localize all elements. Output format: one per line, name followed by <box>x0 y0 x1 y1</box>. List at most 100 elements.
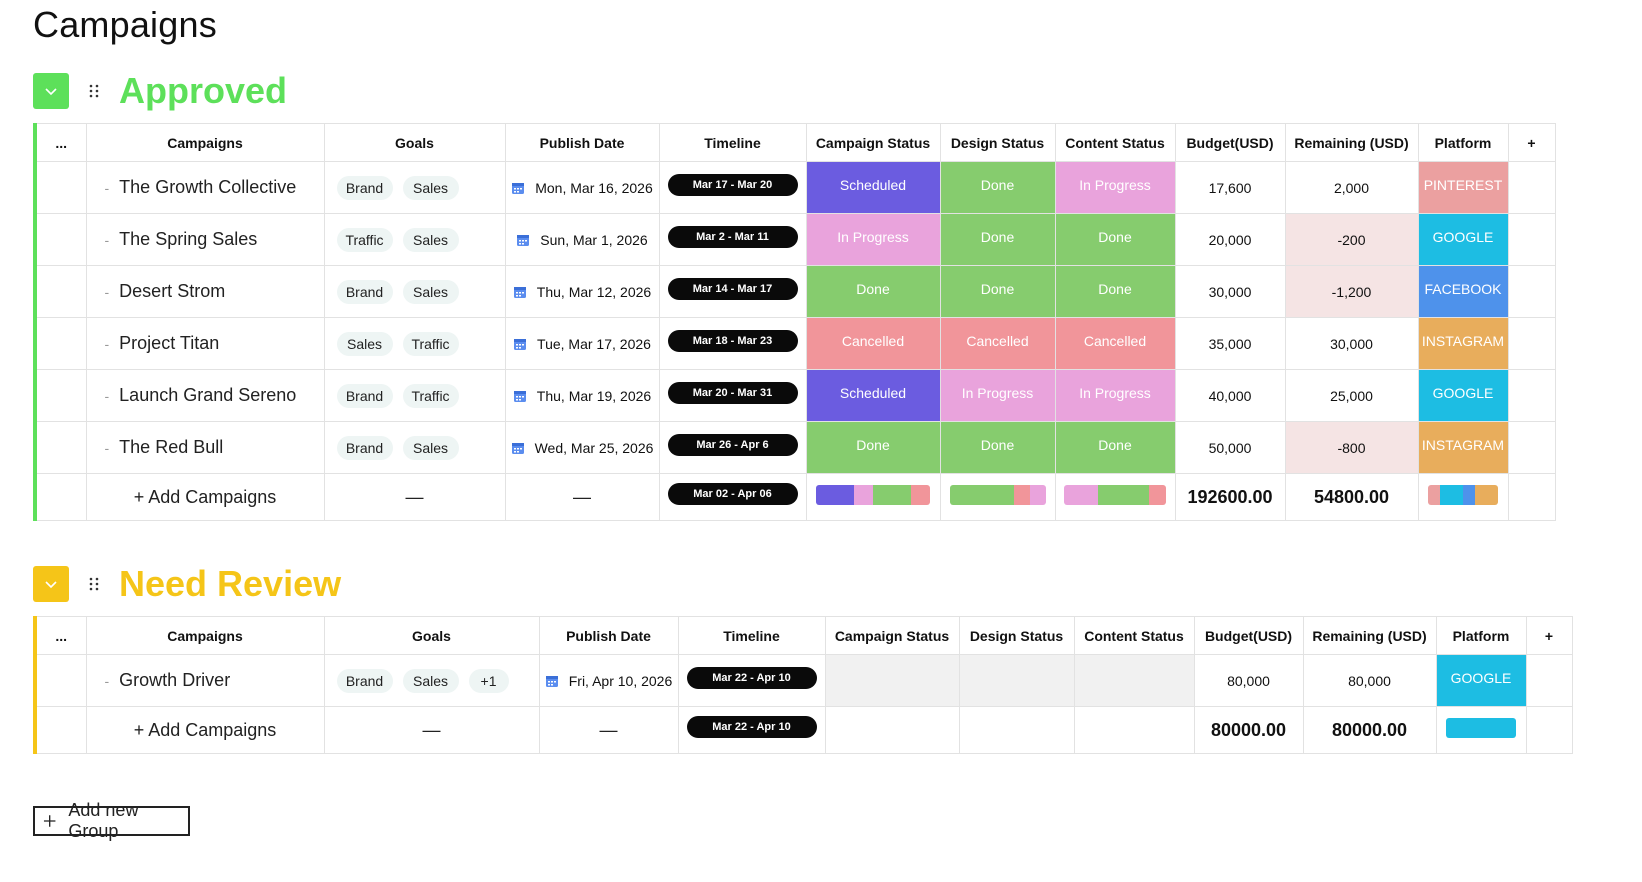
platform-cell[interactable]: GOOGLE <box>1435 654 1527 707</box>
content-status-cell[interactable]: Cancelled <box>1054 317 1176 370</box>
column-header-platform[interactable]: Platform <box>1417 123 1509 162</box>
column-header-remaining[interactable]: Remaining (USD) <box>1284 123 1419 162</box>
campaign-status-cell[interactable]: In Progress <box>805 213 941 266</box>
column-header-platform[interactable]: Platform <box>1435 616 1527 655</box>
goals-cell[interactable]: Sales Traffic <box>323 317 506 370</box>
publish-date-cell[interactable]: Mon, Mar 16, 2026 <box>504 161 660 214</box>
platform-cell[interactable]: GOOGLE <box>1417 369 1509 422</box>
row-menu-header[interactable]: ... <box>33 616 87 655</box>
campaign-status-cell[interactable]: Done <box>805 421 941 474</box>
row-menu-cell[interactable] <box>33 654 87 707</box>
row-menu-cell[interactable] <box>33 317 87 370</box>
column-header-campaign-status[interactable]: Campaign Status <box>824 616 960 655</box>
drag-handle-icon[interactable] <box>87 81 101 101</box>
add-new-group-button[interactable]: Add new Group <box>33 800 190 841</box>
expand-dash-icon[interactable]: - <box>104 284 110 300</box>
platform-cell[interactable]: INSTAGRAM <box>1417 421 1509 474</box>
remaining-cell[interactable]: -800 <box>1284 421 1419 474</box>
content-status-cell[interactable] <box>1073 654 1195 707</box>
goal-chip[interactable]: Sales <box>402 175 459 200</box>
expand-dash-icon[interactable]: - <box>104 232 110 248</box>
timeline-cell[interactable]: Mar 18 - Mar 23 <box>658 317 807 370</box>
campaign-name-cell[interactable]: - The Red Bull <box>85 421 325 474</box>
campaign-name-cell[interactable]: - Growth Driver <box>85 654 325 707</box>
goal-chip[interactable]: Traffic <box>402 331 459 356</box>
table-row[interactable]: - Desert Strom Brand Sales Thu, Mar 12, 2026… <box>33 265 1556 318</box>
remaining-cell[interactable]: 2,000 <box>1284 161 1419 214</box>
goals-cell[interactable]: Brand Sales +1 <box>323 654 540 707</box>
group-collapse-button[interactable] <box>33 566 69 602</box>
column-header-content-status[interactable]: Content Status <box>1054 123 1176 162</box>
campaign-name-cell[interactable]: - Project Titan <box>85 317 325 370</box>
column-header-campaigns[interactable]: Campaigns <box>85 123 325 162</box>
table-row[interactable]: - Launch Grand Sereno Brand Traffic Thu, Mar… <box>33 369 1556 422</box>
platform-cell[interactable]: FACEBOOK <box>1417 265 1509 318</box>
campaign-name-cell[interactable]: - Desert Strom <box>85 265 325 318</box>
campaign-status-cell[interactable]: Cancelled <box>805 317 941 370</box>
row-menu-header[interactable]: ... <box>33 123 87 162</box>
goal-chip[interactable]: Brand <box>336 435 393 460</box>
column-header-timeline[interactable]: Timeline <box>658 123 807 162</box>
add-column-button[interactable]: + <box>1507 123 1556 162</box>
publish-date-cell[interactable]: Tue, Mar 17, 2026 <box>504 317 660 370</box>
goal-chip[interactable]: Sales <box>336 331 393 356</box>
remaining-cell[interactable]: -1,200 <box>1284 265 1419 318</box>
expand-dash-icon[interactable]: - <box>104 673 110 689</box>
design-status-cell[interactable]: Done <box>939 421 1056 474</box>
budget-cell[interactable]: 17,600 <box>1174 161 1286 214</box>
content-status-cell[interactable]: In Progress <box>1054 161 1176 214</box>
timeline-cell[interactable]: Mar 22 - Apr 10 <box>677 654 826 707</box>
content-status-cell[interactable]: In Progress <box>1054 369 1176 422</box>
column-header-design-status[interactable]: Design Status <box>939 123 1056 162</box>
column-header-goals[interactable]: Goals <box>323 123 506 162</box>
row-menu-cell[interactable] <box>33 161 87 214</box>
group-title[interactable]: Approved <box>119 70 288 111</box>
row-menu-cell[interactable] <box>33 213 87 266</box>
expand-dash-icon[interactable]: - <box>104 336 110 352</box>
content-status-cell[interactable]: Done <box>1054 421 1176 474</box>
design-status-cell[interactable]: Cancelled <box>939 317 1056 370</box>
drag-handle-icon[interactable] <box>87 574 101 594</box>
row-menu-cell[interactable] <box>33 369 87 422</box>
design-status-cell[interactable]: Done <box>939 161 1056 214</box>
group-collapse-button[interactable] <box>33 73 69 109</box>
goals-cell[interactable]: Brand Traffic <box>323 369 506 422</box>
publish-date-cell[interactable]: Thu, Mar 19, 2026 <box>504 369 660 422</box>
timeline-cell[interactable]: Mar 2 - Mar 11 <box>658 213 807 266</box>
table-row[interactable]: - Project Titan Sales Traffic Tue, Mar 17, 2… <box>33 317 1556 370</box>
platform-cell[interactable]: GOOGLE <box>1417 213 1509 266</box>
campaign-status-cell[interactable]: Scheduled <box>805 161 941 214</box>
campaign-status-cell[interactable]: Done <box>805 265 941 318</box>
column-header-budget[interactable]: Budget(USD) <box>1174 123 1286 162</box>
add-campaigns-button[interactable]: + Add Campaigns <box>85 706 325 754</box>
goal-chip[interactable]: Brand <box>336 279 393 304</box>
goals-cell[interactable]: Brand Sales <box>323 265 506 318</box>
remaining-cell[interactable]: 25,000 <box>1284 369 1419 422</box>
row-menu-cell[interactable] <box>33 421 87 474</box>
design-status-cell[interactable]: Done <box>939 213 1056 266</box>
column-header-publish-date[interactable]: Publish Date <box>538 616 679 655</box>
budget-cell[interactable]: 40,000 <box>1174 369 1286 422</box>
expand-dash-icon[interactable]: - <box>104 388 110 404</box>
timeline-cell[interactable]: Mar 26 - Apr 6 <box>658 421 807 474</box>
remaining-cell[interactable]: 80,000 <box>1302 654 1437 707</box>
column-header-campaign-status[interactable]: Campaign Status <box>805 123 941 162</box>
column-header-content-status[interactable]: Content Status <box>1073 616 1195 655</box>
goals-cell[interactable]: Traffic Sales <box>323 213 506 266</box>
goal-chip[interactable]: Brand <box>336 383 393 408</box>
design-status-cell[interactable]: Done <box>939 265 1056 318</box>
goal-chip[interactable]: Traffic <box>336 227 393 252</box>
column-header-budget[interactable]: Budget(USD) <box>1193 616 1304 655</box>
goal-more-chip[interactable]: +1 <box>468 668 509 693</box>
timeline-cell[interactable]: Mar 17 - Mar 20 <box>658 161 807 214</box>
budget-cell[interactable]: 35,000 <box>1174 317 1286 370</box>
add-column-button[interactable]: + <box>1525 616 1573 655</box>
expand-dash-icon[interactable]: - <box>104 440 110 456</box>
goals-cell[interactable]: Brand Sales <box>323 161 506 214</box>
goal-chip[interactable]: Sales <box>402 279 459 304</box>
campaign-name-cell[interactable]: - The Spring Sales <box>85 213 325 266</box>
content-status-cell[interactable]: Done <box>1054 213 1176 266</box>
column-header-goals[interactable]: Goals <box>323 616 540 655</box>
goals-cell[interactable]: Brand Sales <box>323 421 506 474</box>
goal-chip[interactable]: Sales <box>402 668 459 693</box>
